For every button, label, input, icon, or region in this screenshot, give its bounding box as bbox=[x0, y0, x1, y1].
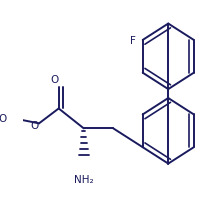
Text: O: O bbox=[0, 114, 7, 124]
Text: O: O bbox=[30, 121, 39, 131]
Text: NH₂: NH₂ bbox=[74, 174, 94, 184]
Text: O: O bbox=[50, 74, 58, 84]
Text: F: F bbox=[130, 36, 136, 46]
